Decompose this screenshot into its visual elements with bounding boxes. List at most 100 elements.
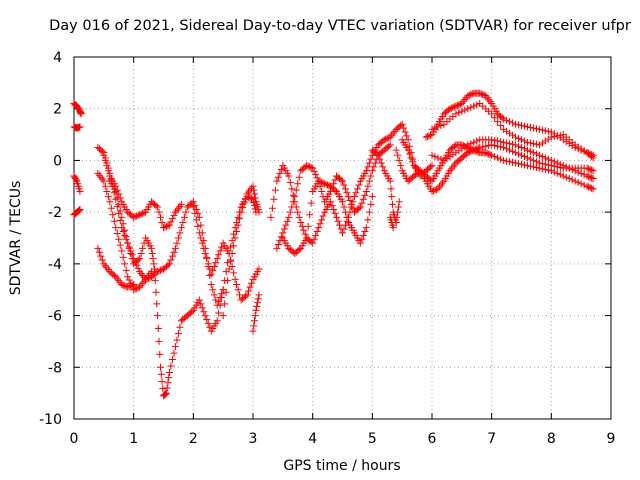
data-point bbox=[427, 176, 435, 184]
data-point bbox=[173, 206, 181, 214]
y-tick-label: -8 bbox=[48, 360, 62, 376]
data-point bbox=[200, 308, 208, 316]
data-point bbox=[267, 213, 275, 221]
data-point bbox=[526, 162, 534, 170]
data-point bbox=[209, 286, 217, 294]
data-point bbox=[315, 224, 323, 232]
data-points bbox=[70, 89, 597, 400]
data-point bbox=[330, 206, 338, 214]
data-point bbox=[137, 250, 145, 258]
data-point bbox=[386, 177, 394, 185]
data-point bbox=[164, 261, 172, 269]
data-point bbox=[437, 122, 445, 130]
data-point bbox=[556, 131, 564, 139]
data-point bbox=[121, 260, 129, 268]
data-point bbox=[529, 156, 537, 164]
data-point bbox=[215, 309, 223, 317]
data-point bbox=[580, 171, 588, 179]
data-point bbox=[116, 241, 124, 249]
data-point bbox=[515, 121, 523, 129]
data-point bbox=[547, 133, 555, 141]
data-point bbox=[130, 213, 138, 221]
data-point bbox=[174, 204, 182, 212]
data-point bbox=[565, 164, 573, 172]
data-point bbox=[113, 229, 121, 237]
data-point bbox=[310, 167, 318, 175]
data-point bbox=[170, 349, 178, 357]
data-point bbox=[203, 255, 211, 263]
data-point bbox=[227, 243, 235, 251]
data-point bbox=[139, 209, 147, 217]
data-point bbox=[425, 132, 433, 140]
data-point bbox=[589, 175, 597, 183]
data-point bbox=[367, 155, 375, 163]
data-point bbox=[415, 165, 423, 173]
data-point bbox=[526, 147, 534, 155]
data-point bbox=[158, 266, 166, 274]
data-point bbox=[541, 127, 549, 135]
data-point bbox=[373, 150, 381, 158]
data-point bbox=[289, 191, 297, 199]
data-point bbox=[224, 277, 232, 285]
data-point bbox=[112, 195, 120, 203]
data-point bbox=[176, 229, 184, 237]
data-point bbox=[404, 146, 412, 154]
data-point bbox=[515, 142, 523, 150]
data-point bbox=[379, 163, 387, 171]
data-point bbox=[76, 123, 84, 131]
data-point bbox=[228, 250, 236, 258]
data-point bbox=[515, 134, 523, 142]
data-point bbox=[449, 151, 457, 159]
series-track-l bbox=[249, 291, 263, 335]
data-point bbox=[467, 103, 475, 111]
data-point bbox=[295, 213, 303, 221]
data-point bbox=[424, 133, 432, 141]
data-point bbox=[447, 104, 455, 112]
data-point bbox=[98, 147, 106, 155]
data-point bbox=[482, 92, 490, 100]
data-point bbox=[112, 187, 120, 195]
data-point bbox=[523, 138, 531, 146]
data-point bbox=[585, 165, 593, 173]
data-point bbox=[128, 281, 136, 289]
data-point bbox=[246, 283, 254, 291]
data-point bbox=[544, 127, 552, 135]
data-point bbox=[368, 167, 376, 175]
data-point bbox=[100, 151, 108, 159]
data-point bbox=[151, 265, 159, 273]
data-point bbox=[458, 107, 466, 115]
data-point bbox=[503, 127, 511, 135]
data-point bbox=[236, 215, 244, 223]
data-point bbox=[470, 138, 478, 146]
data-point bbox=[97, 252, 105, 260]
data-point bbox=[100, 177, 108, 185]
data-point bbox=[250, 317, 258, 325]
x-axis-label: GPS time / hours bbox=[283, 458, 400, 474]
data-point bbox=[464, 149, 472, 157]
data-point bbox=[288, 185, 296, 193]
data-point bbox=[122, 266, 130, 274]
data-point bbox=[119, 253, 127, 261]
data-point bbox=[298, 222, 306, 230]
data-point bbox=[95, 171, 103, 179]
data-point bbox=[470, 146, 478, 154]
data-point bbox=[364, 163, 372, 171]
x-tick-label: 1 bbox=[129, 431, 138, 447]
data-point bbox=[116, 207, 124, 215]
data-point bbox=[459, 142, 467, 150]
data-point bbox=[362, 224, 370, 232]
data-point bbox=[450, 142, 458, 150]
data-point bbox=[538, 126, 546, 134]
data-point bbox=[142, 275, 150, 283]
data-point bbox=[380, 136, 388, 144]
data-point bbox=[479, 143, 487, 151]
data-point bbox=[118, 213, 126, 221]
x-tick-label: 9 bbox=[607, 431, 616, 447]
data-point bbox=[233, 281, 241, 289]
data-point bbox=[503, 116, 511, 124]
data-point bbox=[168, 356, 176, 364]
y-tick-label: 0 bbox=[53, 153, 62, 169]
data-point bbox=[544, 155, 552, 163]
data-point bbox=[538, 153, 546, 161]
data-point bbox=[76, 206, 84, 214]
